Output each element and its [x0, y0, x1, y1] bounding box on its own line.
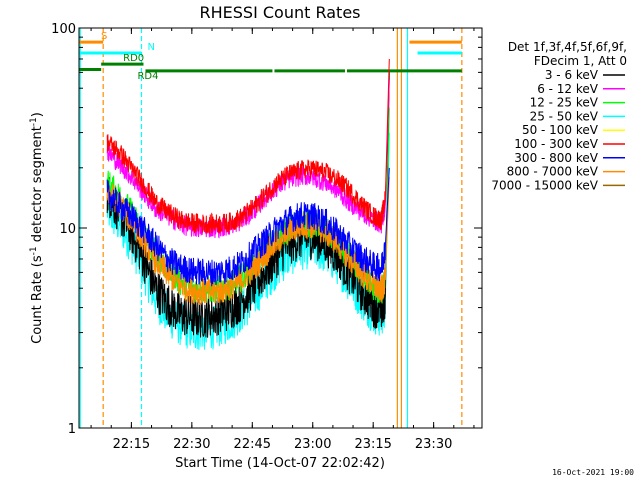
- state-label-rd0: RD0: [123, 53, 144, 64]
- legend: Det 1f,3f,4f,5f,6f,9f, FDecim 1, Att 0 3…: [491, 40, 627, 192]
- y-label-part-1: Count Rate (s: [30, 255, 45, 344]
- state-label-n: N: [147, 42, 154, 53]
- y-label-part-2: detector segment: [30, 126, 45, 246]
- x-tick-label: 22:15: [113, 437, 150, 452]
- chart-title: RHESSI Count Rates: [200, 3, 361, 22]
- y-label-exp-2: -1: [29, 117, 39, 126]
- axes-layer: 22:15 22:30 22:45 23:00 23:15 23:30 1 10 100: [51, 22, 482, 452]
- series-line-100-300kev: [106, 58, 390, 235]
- x-tick-label: 22:30: [173, 437, 210, 452]
- x-tick-label: 22:45: [234, 437, 271, 452]
- legend-header-line-2: FDecim 1, Att 0: [534, 54, 627, 68]
- y-axis-label: Count Rate (s-1 detector segment-1): [29, 112, 45, 344]
- y-label-part-3: ): [30, 112, 45, 117]
- legend-entry-label: 6 - 12 keV: [537, 82, 599, 96]
- y-tick-label: 100: [51, 22, 76, 37]
- series-layer: [106, 58, 390, 350]
- x-tick-label: 23:00: [294, 437, 331, 452]
- legend-entry-label: 25 - 50 keV: [530, 109, 599, 123]
- x-tick-label: 23:30: [415, 437, 452, 452]
- x-tick-label: 23:15: [354, 437, 391, 452]
- y-tick-label: 1: [68, 422, 76, 437]
- series-line-6-12kev: [106, 79, 390, 239]
- legend-entry-label: 12 - 25 keV: [530, 96, 599, 110]
- date-stamp: 16-Oct-2021 19:00: [552, 468, 634, 477]
- y-label-exp-1: -1: [29, 246, 39, 255]
- state-label-s: S: [101, 31, 107, 42]
- legend-entry-label: 7000 - 15000 keV: [491, 178, 598, 192]
- legend-entry-label: 3 - 6 keV: [545, 68, 599, 82]
- legend-header-line-1: Det 1f,3f,4f,5f,6f,9f,: [508, 40, 627, 54]
- legend-entry-label: 100 - 300 keV: [514, 137, 598, 151]
- state-label-rd4: RD4: [137, 71, 158, 82]
- x-axis-label: Start Time (14-Oct-07 22:02:42): [175, 456, 385, 471]
- legend-entry-label: 300 - 800 keV: [514, 151, 598, 165]
- y-tick-label: 10: [59, 222, 76, 237]
- series-line-300-800kev: [106, 167, 390, 287]
- legend-entry-label: 50 - 100 keV: [522, 123, 599, 137]
- series-line-3-6kev: [106, 72, 390, 338]
- legend-entry-label: 800 - 7000 keV: [507, 165, 599, 179]
